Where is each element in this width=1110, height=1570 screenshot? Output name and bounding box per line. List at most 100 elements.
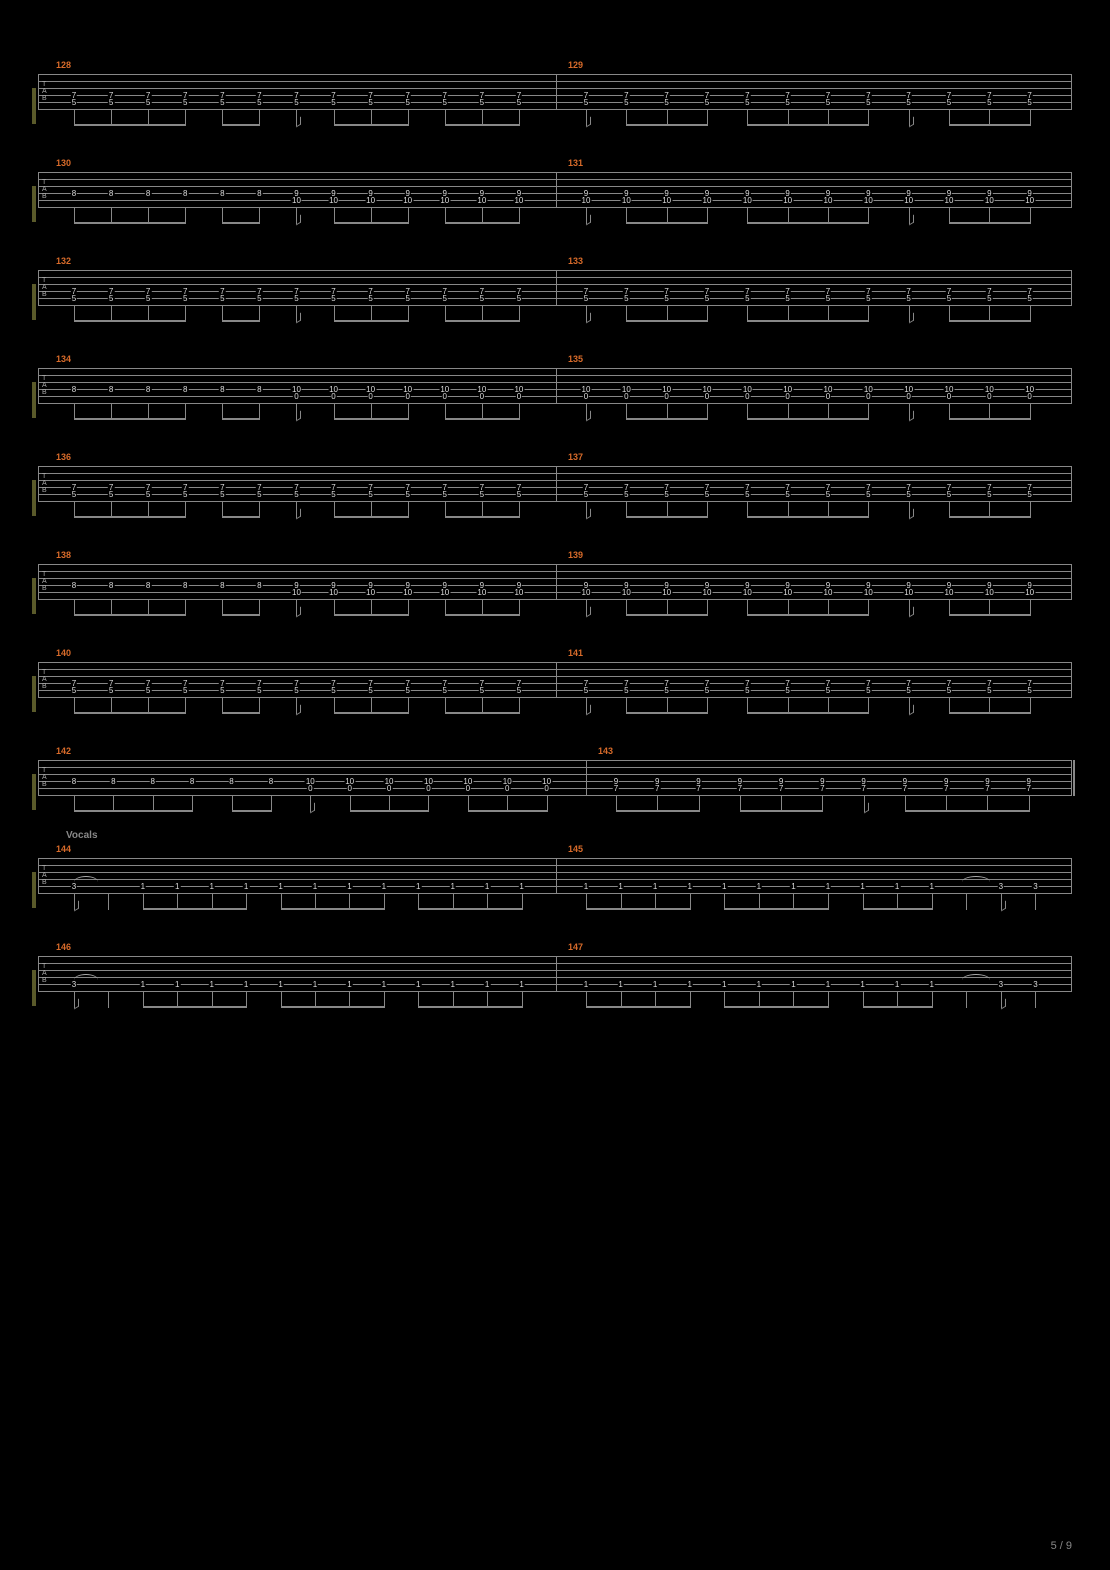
note-stem bbox=[408, 698, 409, 714]
fret-number: 10 bbox=[823, 589, 834, 596]
note-stem bbox=[699, 796, 700, 812]
staff-line bbox=[38, 683, 1072, 684]
note-stem bbox=[707, 208, 708, 224]
fret-number: 5 bbox=[404, 99, 410, 106]
fret-number: 10 bbox=[365, 197, 376, 204]
fret-number: 5 bbox=[330, 491, 336, 498]
tab-clef-label: TAB bbox=[42, 963, 47, 984]
measure-number: 139 bbox=[568, 550, 583, 560]
staff-line bbox=[38, 291, 1072, 292]
staff-line bbox=[38, 270, 1072, 271]
fret-number: 10 bbox=[581, 589, 592, 596]
fret-number: 7 bbox=[695, 785, 701, 792]
beam bbox=[905, 810, 1029, 812]
fret-number: 8 bbox=[256, 190, 262, 197]
fret-number: 5 bbox=[404, 295, 410, 302]
fret-number: 5 bbox=[516, 491, 522, 498]
fret-number: 5 bbox=[256, 491, 262, 498]
fret-number: 1 bbox=[859, 883, 865, 890]
staff-line bbox=[38, 305, 1072, 306]
note-stem bbox=[868, 404, 869, 420]
fret-number: 5 bbox=[108, 99, 114, 106]
note-stem bbox=[246, 992, 247, 1008]
fret-number: 5 bbox=[663, 491, 669, 498]
fret-number: 0 bbox=[516, 393, 522, 400]
beam bbox=[74, 320, 185, 322]
fret-number: 10 bbox=[621, 197, 632, 204]
fret-number: 0 bbox=[946, 393, 952, 400]
fret-number: 5 bbox=[442, 99, 448, 106]
note-stem bbox=[259, 502, 260, 518]
note-stem bbox=[690, 992, 691, 1008]
fret-number: 10 bbox=[291, 197, 302, 204]
flag bbox=[909, 117, 914, 128]
flag bbox=[296, 607, 301, 618]
fret-number: 1 bbox=[381, 981, 387, 988]
note-stem bbox=[185, 698, 186, 714]
staff-line bbox=[38, 501, 1072, 502]
fret-number: 10 bbox=[944, 589, 955, 596]
fret-number: 5 bbox=[825, 99, 831, 106]
beam bbox=[747, 418, 868, 420]
staff-line bbox=[38, 872, 1072, 873]
beam bbox=[863, 1006, 932, 1008]
flag bbox=[909, 215, 914, 226]
fret-number: 1 bbox=[894, 981, 900, 988]
note-stem bbox=[246, 894, 247, 910]
fret-number: 10 bbox=[402, 197, 413, 204]
note-stem bbox=[408, 208, 409, 224]
flag bbox=[586, 215, 591, 226]
flag bbox=[586, 607, 591, 618]
note-stem bbox=[707, 404, 708, 420]
fret-number: 5 bbox=[293, 99, 299, 106]
beam bbox=[222, 418, 259, 420]
fret-number: 5 bbox=[583, 295, 589, 302]
flag bbox=[586, 705, 591, 716]
fret-number: 0 bbox=[1026, 393, 1032, 400]
fret-number: 1 bbox=[721, 981, 727, 988]
note-stem bbox=[868, 698, 869, 714]
staff-line bbox=[38, 676, 1072, 677]
note-stem bbox=[707, 110, 708, 126]
beam bbox=[334, 320, 408, 322]
tab-staff: TAB1407575757575757575757575757514175757… bbox=[38, 662, 1072, 698]
staff-line bbox=[38, 963, 1072, 964]
note-stem bbox=[1030, 600, 1031, 616]
beam bbox=[445, 124, 519, 126]
fret-number: 10 bbox=[621, 589, 632, 596]
flag bbox=[909, 509, 914, 520]
fret-number: 8 bbox=[108, 582, 114, 589]
fret-number: 5 bbox=[784, 687, 790, 694]
tab-clef-label: TAB bbox=[42, 375, 47, 396]
fret-number: 8 bbox=[219, 582, 225, 589]
tab-clef-label: TAB bbox=[42, 277, 47, 298]
fret-number: 0 bbox=[346, 785, 352, 792]
beam bbox=[222, 222, 259, 224]
fret-number: 0 bbox=[404, 393, 410, 400]
note-stem bbox=[1030, 698, 1031, 714]
beam bbox=[949, 124, 1030, 126]
beam bbox=[468, 810, 547, 812]
fret-number: 5 bbox=[367, 99, 373, 106]
fret-number: 5 bbox=[905, 491, 911, 498]
fret-number: 0 bbox=[425, 785, 431, 792]
measure-number: 146 bbox=[56, 942, 71, 952]
fret-number: 5 bbox=[145, 687, 151, 694]
flag bbox=[586, 313, 591, 324]
fret-number: 1 bbox=[449, 981, 455, 988]
beam bbox=[586, 908, 690, 910]
barline bbox=[1071, 270, 1072, 306]
flag bbox=[1001, 999, 1006, 1010]
fret-number: 5 bbox=[905, 99, 911, 106]
fret-number: 5 bbox=[516, 99, 522, 106]
fret-number: 1 bbox=[583, 981, 589, 988]
fret-number: 1 bbox=[894, 883, 900, 890]
tab-clef-label: TAB bbox=[42, 473, 47, 494]
note-stem bbox=[519, 600, 520, 616]
system-bracket bbox=[32, 382, 36, 418]
fret-number: 5 bbox=[986, 99, 992, 106]
note-stem bbox=[1030, 306, 1031, 322]
beam bbox=[74, 418, 185, 420]
note-stem bbox=[822, 796, 823, 812]
tab-system: TAB1388888889109109109109109109101399109… bbox=[38, 564, 1072, 600]
